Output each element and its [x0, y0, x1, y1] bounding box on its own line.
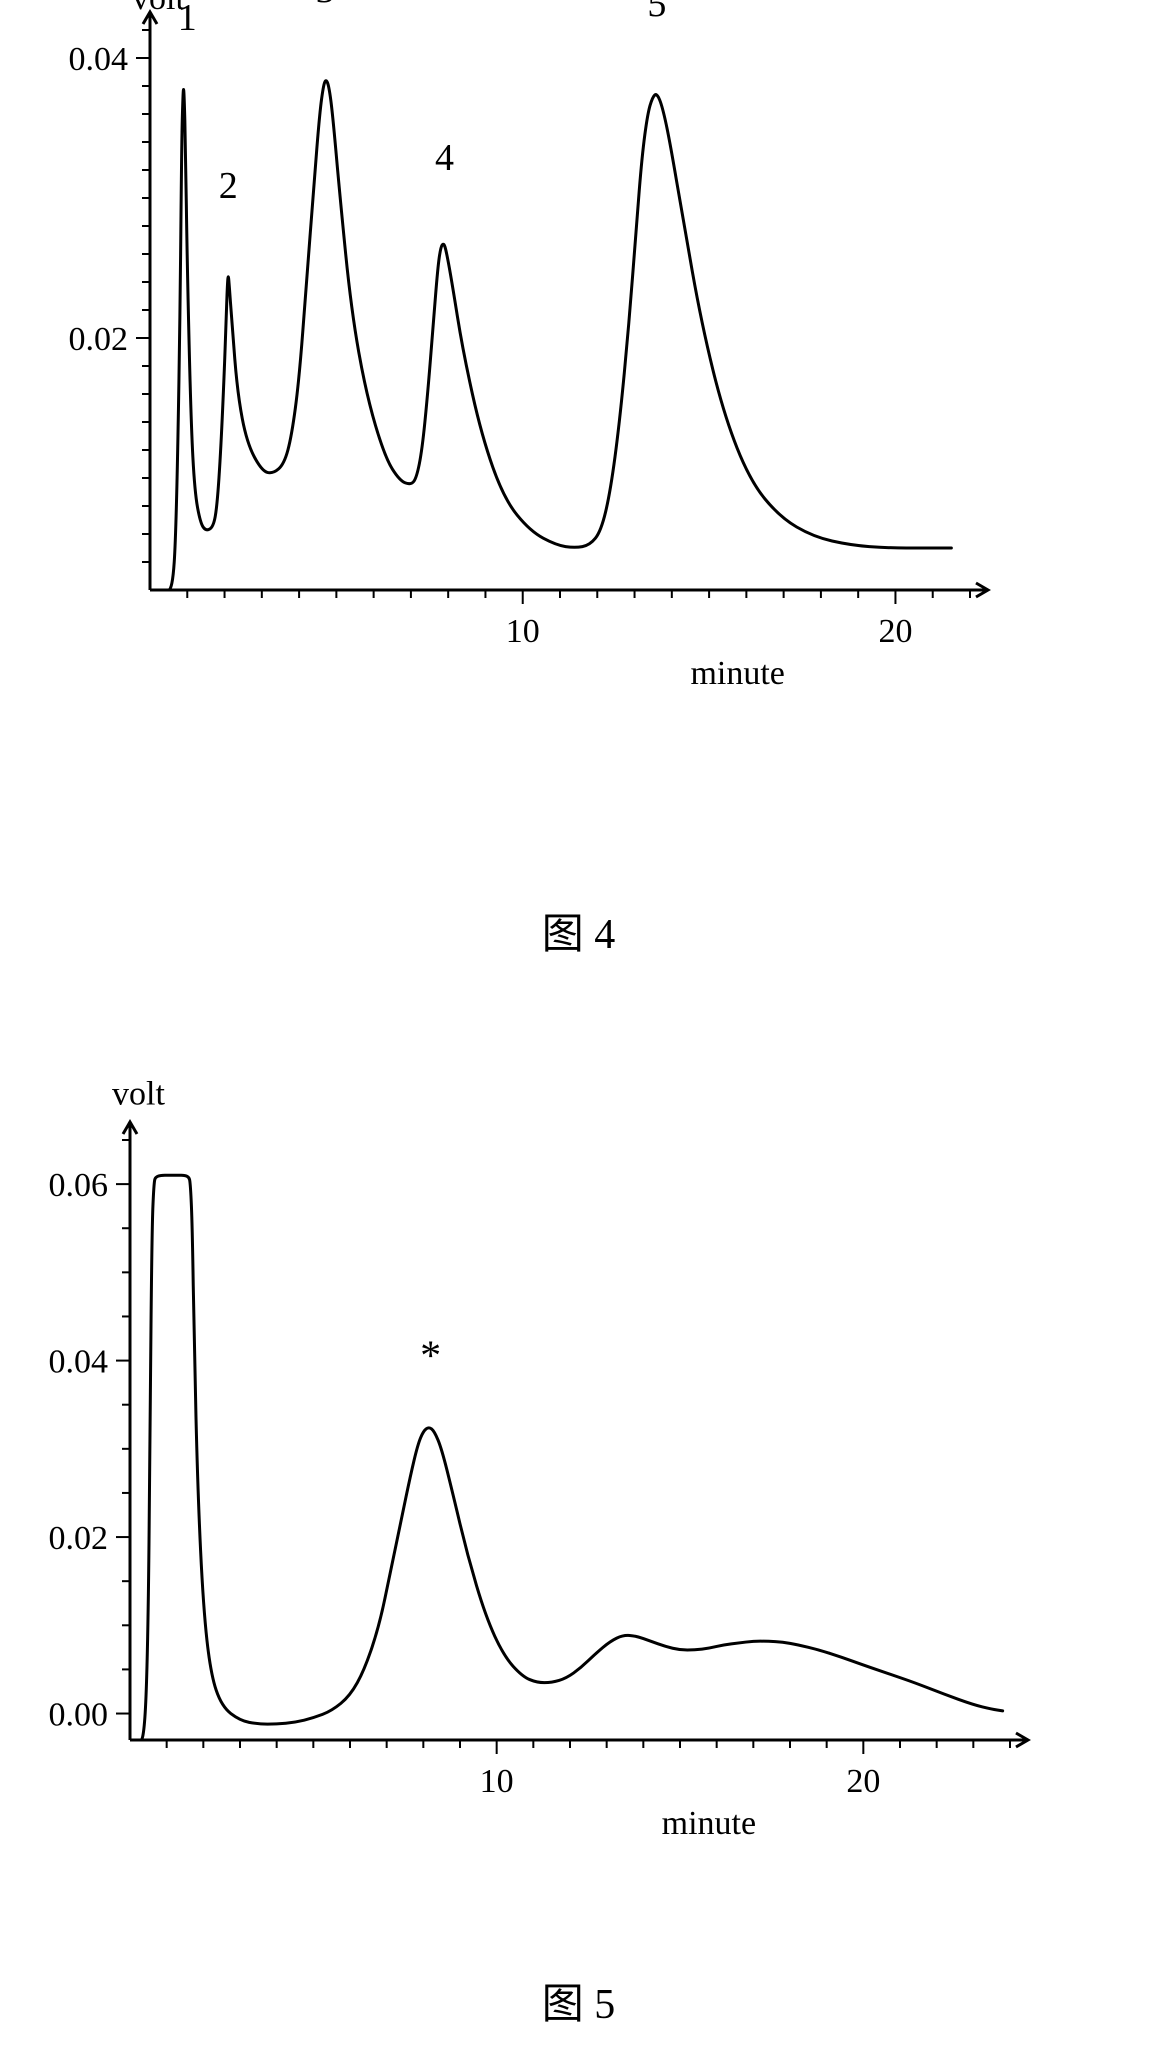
- svg-text:20: 20: [846, 1763, 880, 1800]
- page: 10 20 0.02 0.04 minute volt 1 2 3 4 5 图 4 10 20 0.00…: [0, 0, 1157, 2065]
- svg-text:20: 20: [878, 613, 912, 650]
- svg-text:0.02: 0.02: [49, 1520, 109, 1557]
- svg-text:10: 10: [480, 1763, 514, 1800]
- caption-fig4: 图 4: [0, 900, 1157, 961]
- svg-text:0.02: 0.02: [69, 321, 129, 358]
- chromatogram-fig5: 10 20 0.00 0.02 0.04 0.06 minute volt *: [10, 1060, 1050, 1850]
- svg-text:10: 10: [506, 613, 540, 650]
- svg-text:3: 3: [316, 0, 335, 11]
- caption-fig5: 图 5: [0, 1970, 1157, 2031]
- svg-text:1: 1: [178, 0, 197, 39]
- svg-text:0.04: 0.04: [69, 41, 129, 78]
- chromatogram-fig4: 10200.020.04minutevolt12345: [30, 0, 1010, 700]
- svg-text:4: 4: [435, 137, 454, 179]
- svg-text:5: 5: [647, 0, 666, 25]
- svg-text:0.00: 0.00: [49, 1696, 109, 1733]
- svg-text:minute: minute: [662, 1805, 756, 1842]
- svg-text:volt: volt: [112, 1076, 165, 1113]
- svg-text:0.04: 0.04: [49, 1343, 109, 1380]
- svg-text:minute: minute: [690, 655, 784, 692]
- svg-text:0.06: 0.06: [49, 1167, 109, 1204]
- svg-text:*: *: [420, 1333, 441, 1379]
- svg-text:2: 2: [219, 165, 238, 207]
